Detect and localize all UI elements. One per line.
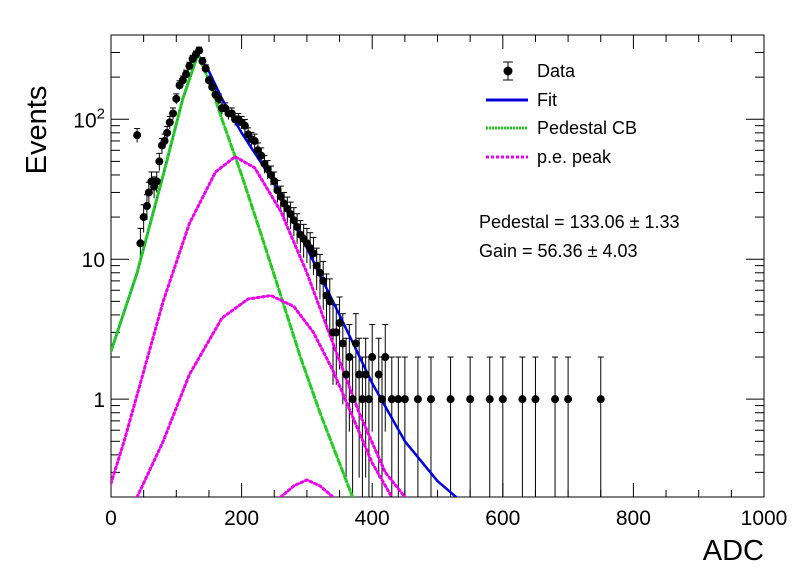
legend-data-marker <box>503 66 513 76</box>
data-point <box>355 370 364 379</box>
y-axis-title: Events <box>21 86 53 175</box>
data-point <box>426 395 435 404</box>
data-point <box>596 395 605 404</box>
data-point <box>136 239 145 248</box>
data-point <box>531 395 540 404</box>
y-tick-label: 102 <box>73 105 105 132</box>
curve-p-e-peak-2 <box>279 478 335 497</box>
plot-frame <box>110 34 765 498</box>
data-point <box>564 395 573 404</box>
data-point <box>172 94 181 103</box>
data-point <box>257 151 266 160</box>
data-point <box>155 157 164 166</box>
x-tick-label: 200 <box>224 507 259 530</box>
data-point <box>364 395 373 404</box>
data-point <box>342 370 351 379</box>
data-point <box>163 128 172 137</box>
x-tick-label: 800 <box>616 507 651 530</box>
legend-item-pe-peak: p.e. peak <box>486 147 612 167</box>
data-point <box>368 353 377 362</box>
data-point <box>374 370 383 379</box>
data-point <box>250 136 259 145</box>
data-point <box>309 249 318 258</box>
data-point <box>201 64 210 73</box>
data-point <box>413 395 422 404</box>
legend-label-fit: Fit <box>537 90 557 110</box>
data-point <box>195 46 204 55</box>
data-point <box>185 62 194 71</box>
data-point <box>319 276 328 285</box>
annotation-pedestal: Pedestal = 133.06 ± 1.33 <box>479 212 680 232</box>
data-point <box>315 268 324 277</box>
data-point <box>204 76 213 85</box>
data-point <box>208 83 217 92</box>
data-error-bars <box>134 46 604 497</box>
data-point <box>266 170 275 179</box>
legend-label-pedestal: Pedestal CB <box>537 118 637 138</box>
x-tick-label: 0 <box>105 507 117 530</box>
data-point <box>332 328 341 337</box>
data-point <box>381 353 390 362</box>
fit-curves <box>111 53 459 497</box>
data-point <box>144 188 153 197</box>
data-point <box>182 70 191 79</box>
data-point <box>335 319 344 328</box>
legend-item-pedestal: Pedestal CB <box>486 118 637 138</box>
data-point <box>312 261 321 270</box>
data-point <box>178 76 187 85</box>
data-point <box>338 339 347 348</box>
data-point <box>400 395 409 404</box>
annotation-gain: Gain = 56.36 ± 4.03 <box>479 241 638 261</box>
data-point <box>240 121 249 130</box>
legend-item-data: Data <box>503 61 576 81</box>
data-point <box>348 395 357 404</box>
data-point <box>361 370 370 379</box>
data-point <box>394 395 403 404</box>
data-point <box>152 177 161 186</box>
data-point <box>358 395 367 404</box>
data-point <box>133 131 142 140</box>
data-point <box>551 395 560 404</box>
data-point <box>345 353 354 362</box>
legend-label-data: Data <box>537 61 576 81</box>
y-tick-label: 1 <box>93 389 105 412</box>
y-tick-label: 10 <box>82 249 105 272</box>
data-point <box>446 395 455 404</box>
data-point <box>498 395 507 404</box>
data-point <box>485 395 494 404</box>
data-point <box>293 222 302 231</box>
data-points <box>133 46 605 404</box>
data-point <box>142 202 151 211</box>
x-tick-label: 400 <box>355 507 390 530</box>
curve-pedestal-cb-0 <box>111 53 355 497</box>
data-point <box>160 136 169 145</box>
data-point <box>351 339 360 348</box>
legend-item-fit: Fit <box>486 90 557 110</box>
data-point <box>165 118 174 127</box>
data-point <box>276 192 285 201</box>
axis-ticks <box>110 34 765 498</box>
data-point <box>387 395 396 404</box>
data-point <box>377 395 386 404</box>
data-point <box>214 94 223 103</box>
curve-p-e-peak-1 <box>135 294 394 497</box>
y-tick-labels: 1 10 102 <box>73 105 105 412</box>
data-point <box>198 57 207 66</box>
x-axis-title: ADC <box>703 535 764 567</box>
x-tick-label: 600 <box>485 507 520 530</box>
x-tick-label: 1000 <box>741 507 788 530</box>
data-point <box>139 213 148 222</box>
legend: Data Fit Pedestal CB p.e. peak <box>486 61 637 167</box>
legend-label-pe-peak: p.e. peak <box>537 147 612 167</box>
x-tick-labels: 0 200 400 600 800 1000 <box>105 507 787 530</box>
data-point <box>325 297 334 306</box>
data-point <box>286 210 295 219</box>
data-point <box>518 395 527 404</box>
data-point <box>273 186 282 195</box>
data-point <box>169 109 178 118</box>
data-point <box>270 177 279 186</box>
data-point <box>289 216 298 225</box>
data-point <box>466 395 475 404</box>
